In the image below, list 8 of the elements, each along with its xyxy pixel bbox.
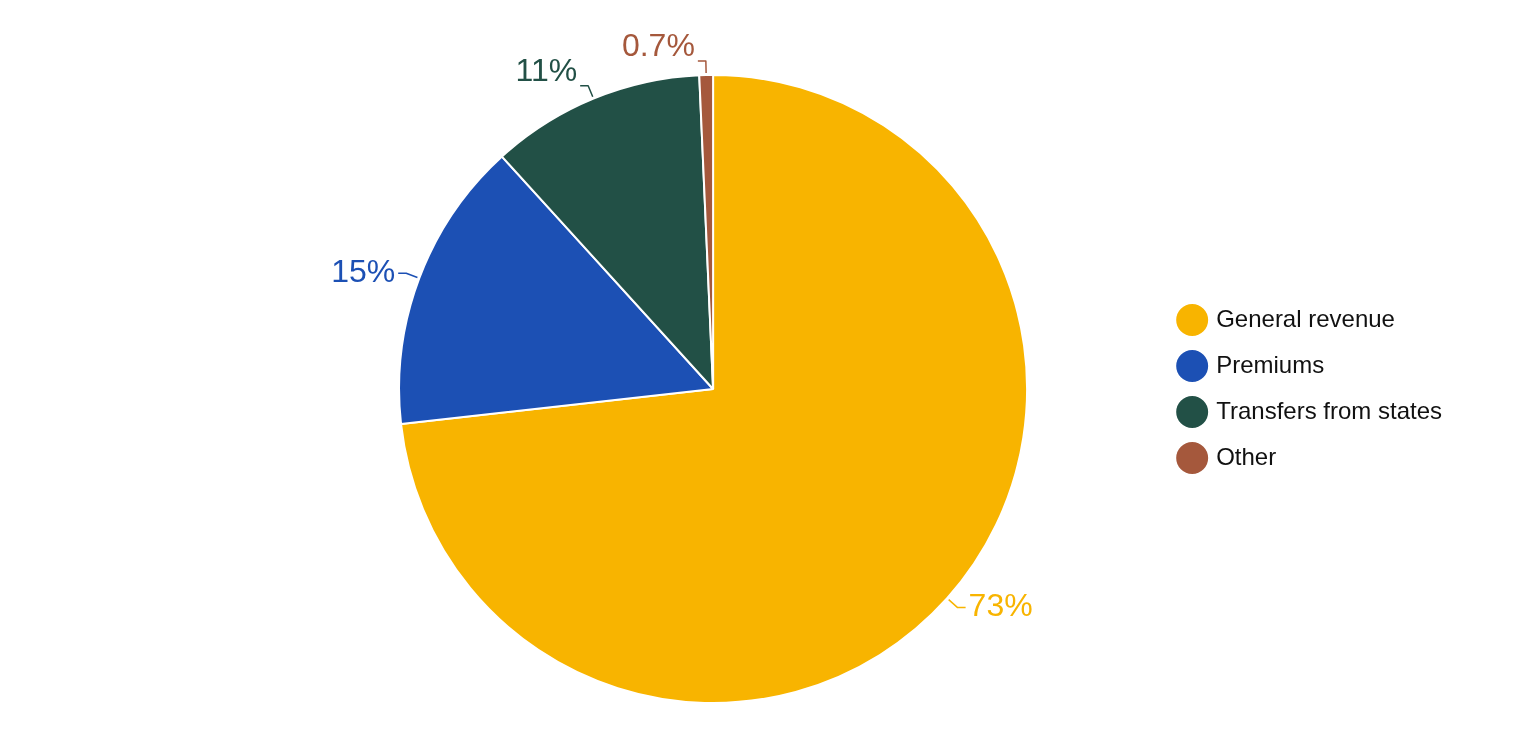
legend-label: General revenue	[1216, 304, 1395, 332]
legend-label: Other	[1216, 442, 1277, 470]
data-label: 15%	[331, 253, 396, 290]
data-label: 73%	[968, 587, 1033, 624]
legend-label: Premiums	[1216, 350, 1325, 378]
legend-label: Transfers from states	[1216, 396, 1443, 424]
data-label: 0.7%	[621, 26, 695, 63]
data-label: 11%	[515, 51, 578, 88]
